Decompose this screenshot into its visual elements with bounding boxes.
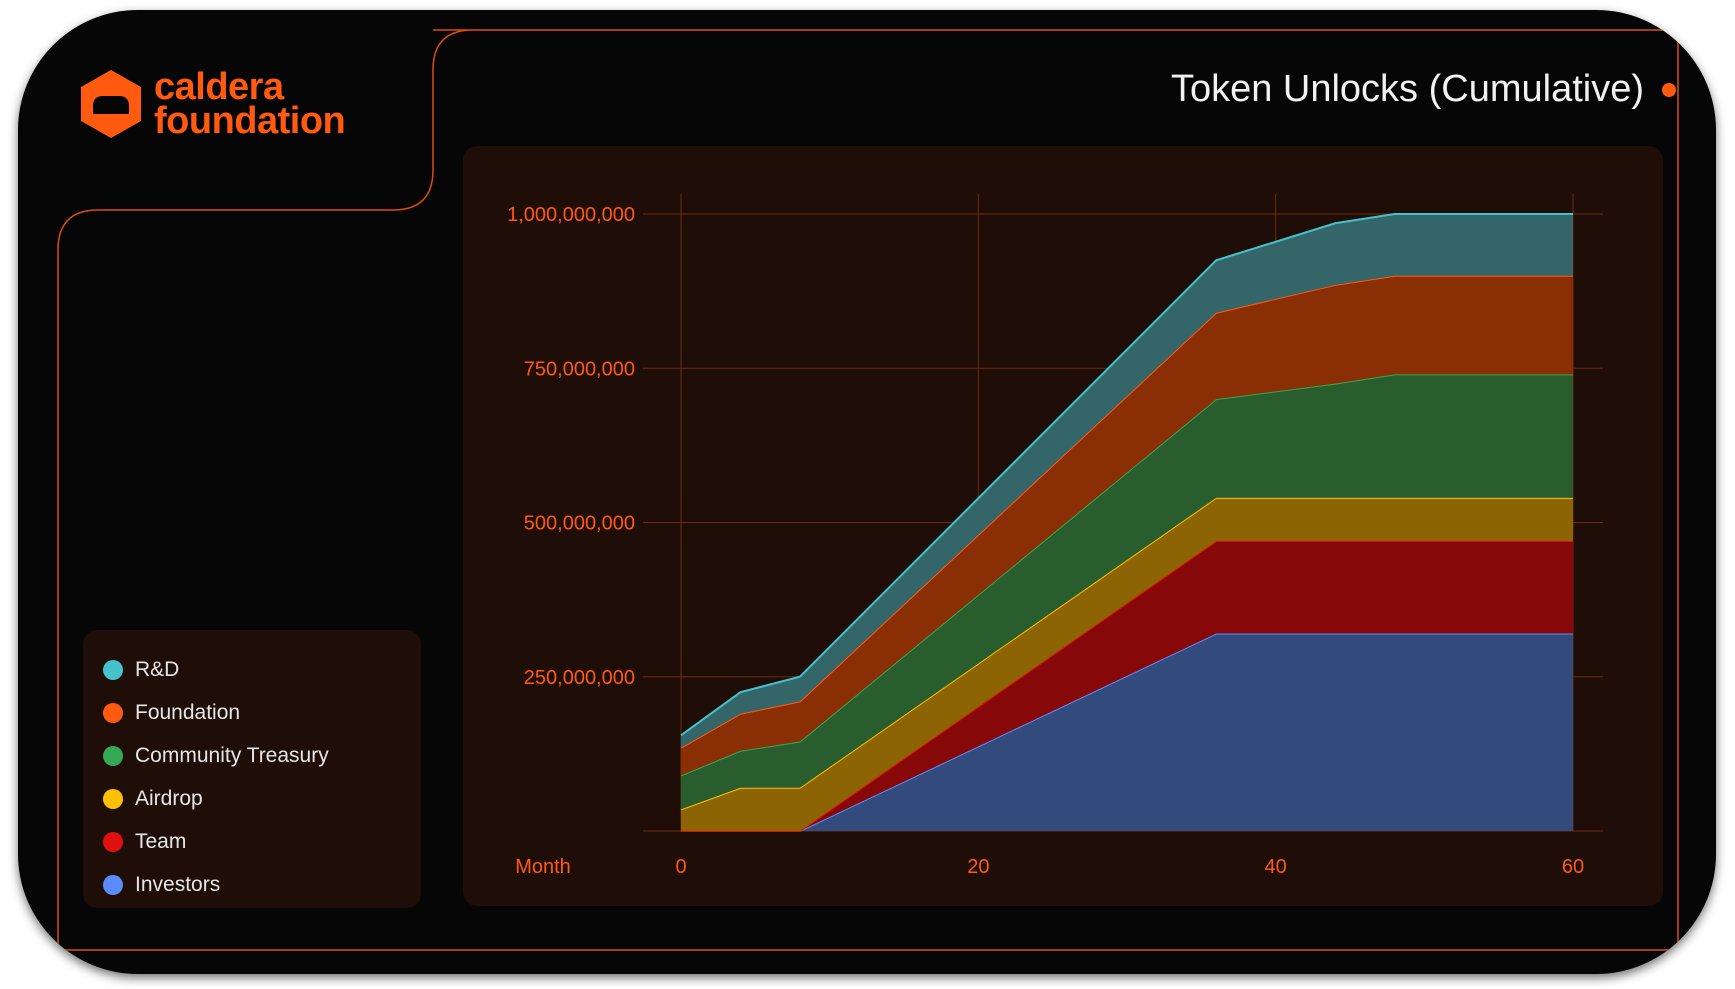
legend-swatch <box>103 659 123 680</box>
legend-item-community-treasury[interactable]: Community Treasury <box>103 734 401 777</box>
legend-swatch <box>103 874 123 895</box>
chart-header: Token Unlocks (Cumulative) <box>1171 68 1676 111</box>
chart-title: Token Unlocks (Cumulative) <box>1170 68 1644 110</box>
status-dot <box>1662 82 1676 97</box>
legend-label: Community Treasury <box>135 743 329 767</box>
legend-label: Foundation <box>135 700 241 724</box>
legend-swatch <box>103 745 123 766</box>
legend-item-airdrop[interactable]: Airdrop <box>103 777 401 820</box>
x-tick-label: 40 <box>1265 856 1287 878</box>
y-tick-label: 1,000,000,000 <box>507 204 635 226</box>
chart-panel: 1,000,000,000 750,000,000 500,000,000 250,0… <box>463 146 1663 906</box>
brand-logo[interactable]: caldera foundation <box>78 66 346 142</box>
card-outline <box>57 29 1679 951</box>
area-r-d <box>681 214 1573 748</box>
legend-swatch <box>103 831 123 852</box>
dashboard-card: caldera foundation Token Unlocks (Cumula… <box>18 10 1716 974</box>
x-tick-label: 0 <box>675 856 686 878</box>
brand-line1: caldera <box>154 66 284 108</box>
legend-item-foundation[interactable]: Foundation <box>103 691 401 734</box>
area-community-treasury <box>681 374 1573 810</box>
legend-swatch <box>103 702 123 723</box>
legend-label: Airdrop <box>135 786 203 810</box>
x-tick-label: 60 <box>1562 856 1584 878</box>
y-tick-label: 250,000,000 <box>524 667 635 689</box>
legend-item-team[interactable]: Team <box>103 820 401 863</box>
caldera-hexagon-icon <box>81 70 141 138</box>
brand-line2: foundation <box>154 100 346 142</box>
legend-label: Team <box>135 829 187 853</box>
area-foundation <box>681 275 1573 776</box>
legend-label: R&D <box>135 657 180 681</box>
legend-item-investors[interactable]: Investors <box>103 863 401 906</box>
legend-label: Investors <box>135 872 221 896</box>
x-axis-label: Month <box>515 856 571 878</box>
y-tick-label: 750,000,000 <box>524 358 635 380</box>
legend-swatch <box>103 788 123 809</box>
line-r-d <box>680 213 1573 737</box>
brand-wordmark: caldera foundation <box>154 66 346 142</box>
y-tick-label: 500,000,000 <box>524 513 635 535</box>
chart-legend: R&D Foundation Community Treasury Airdro… <box>83 630 421 908</box>
x-tick-label: 20 <box>967 856 989 878</box>
area-airdrop <box>681 497 1573 831</box>
stacked-area-chart: 1,000,000,000 750,000,000 500,000,000 250,0… <box>507 194 1603 878</box>
legend-item-rd[interactable]: R&D <box>103 648 401 691</box>
